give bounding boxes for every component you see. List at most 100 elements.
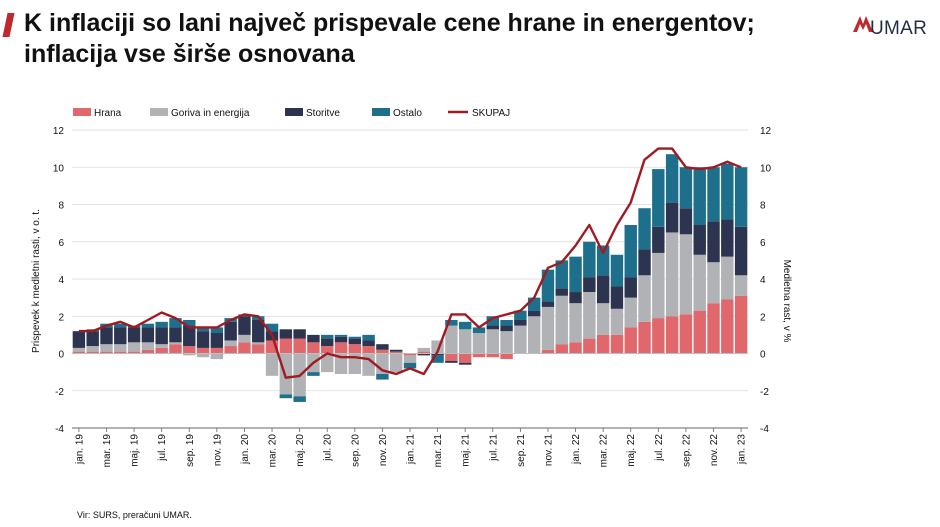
bar-storitve [348, 338, 362, 345]
bar-storitve [127, 327, 141, 343]
bar-hrana [141, 349, 155, 354]
bar-goriva [321, 353, 334, 373]
y2-tick-label: 2 [760, 312, 766, 323]
bar-ostalo [707, 167, 720, 222]
bar-storitve [169, 327, 182, 343]
y-tick-label: 2 [58, 312, 64, 323]
bar-hrana [307, 342, 320, 354]
bar-storitve [155, 327, 168, 345]
bar-hrana [721, 299, 734, 354]
bar-goriva [238, 334, 251, 343]
bar-hrana [624, 327, 637, 354]
x-tick-label: maj. 19 [130, 434, 141, 467]
bar-goriva [541, 306, 555, 350]
bar-ostalo [265, 323, 279, 332]
source-note: Vir: SURS, preračuni UMAR. [77, 510, 192, 520]
bar-ostalo [458, 321, 472, 330]
bar-storitve [707, 221, 720, 263]
bar-storitve [183, 325, 196, 347]
bar-ostalo [583, 241, 596, 278]
bar-hrana [707, 303, 720, 354]
bar-goriva [72, 347, 86, 352]
umar-logo: UMAR [852, 10, 936, 40]
x-tick-label: jul. 21 [488, 434, 499, 462]
bar-hrana [458, 353, 472, 363]
bar-goriva [665, 232, 679, 317]
bar-storitve [210, 333, 224, 348]
bar-storitve [100, 327, 113, 345]
y-axis-label: Prispevek k medletni rasti, v o. t. [31, 209, 42, 353]
bar-storitve [652, 226, 665, 253]
bar-goriva [417, 347, 431, 352]
legend-label: Storitve [306, 108, 340, 119]
bar-goriva [458, 329, 472, 354]
bar-hrana [238, 342, 251, 354]
legend-swatch-ostalo [372, 108, 390, 116]
y-tick-label: -4 [55, 424, 64, 435]
bar-ostalo [279, 394, 293, 399]
y2-tick-label: 4 [760, 275, 766, 286]
x-tick-label: mar. 21 [433, 434, 444, 468]
bar-goriva [114, 344, 127, 352]
legend-label: SKUPAJ [472, 108, 510, 119]
bar-storitve [86, 331, 99, 347]
bar-goriva [596, 303, 610, 335]
bar-goriva [445, 325, 458, 354]
bar-ostalo [403, 362, 417, 369]
bar-hrana [169, 344, 182, 354]
bar-goriva [265, 353, 279, 376]
bar-hrana [321, 346, 334, 354]
bar-storitve [72, 331, 86, 348]
bar-ostalo [638, 208, 651, 250]
bar-ostalo [183, 319, 196, 326]
y2-tick-label: -2 [760, 387, 769, 398]
page-title: K inflaciji so lani največ prispevale ce… [24, 9, 755, 68]
bar-storitve [307, 334, 320, 343]
bar-ostalo [555, 260, 568, 289]
bar-goriva [141, 342, 155, 350]
y2-axis-label: Medletna rast, v % [781, 260, 792, 343]
bar-goriva [610, 308, 624, 335]
x-tick-label: jul. 19 [157, 434, 168, 462]
x-tick-label: maj. 22 [626, 434, 637, 467]
bar-hrana [445, 353, 458, 361]
x-tick-label: nov. 20 [378, 434, 389, 466]
bar-hrana [472, 353, 486, 358]
bar-storitve [362, 340, 375, 347]
bar-goriva [569, 303, 582, 343]
bar-hrana [114, 351, 127, 354]
bar-storitve [417, 353, 431, 356]
bar-goriva [155, 344, 168, 348]
x-tick-label: nov. 21 [543, 434, 554, 466]
bar-goriva [734, 275, 748, 296]
bar-goriva [638, 275, 651, 322]
bar-hrana [376, 349, 389, 354]
bar-goriva [472, 333, 486, 354]
x-tick-label: jan. 20 [240, 434, 251, 465]
umar-logo-icon [853, 16, 873, 32]
chart-bars [72, 154, 748, 402]
bar-storitve [279, 329, 293, 339]
x-tick-label: nov. 22 [709, 434, 720, 466]
bar-goriva [403, 355, 417, 363]
bar-storitve [721, 219, 734, 257]
x-tick-label: mar. 22 [599, 434, 610, 468]
bar-storitve [665, 202, 679, 233]
y-tick-label: 0 [58, 350, 64, 361]
x-tick-label: jul. 20 [323, 434, 334, 462]
bar-storitve [693, 224, 706, 255]
bar-hrana [293, 338, 306, 354]
bar-ostalo [596, 245, 610, 276]
bar-hrana [583, 338, 596, 354]
y2-tick-label: 6 [760, 238, 766, 249]
bar-storitve [389, 349, 403, 352]
y2-tick-label: 12 [760, 126, 772, 137]
y-tick-label: 12 [53, 126, 65, 137]
bar-hrana [196, 347, 210, 354]
bar-ostalo [196, 327, 210, 332]
y2-tick-label: 0 [760, 350, 766, 361]
bar-storitve [610, 286, 624, 309]
bar-storitve [141, 327, 155, 343]
bar-storitve [638, 249, 651, 276]
